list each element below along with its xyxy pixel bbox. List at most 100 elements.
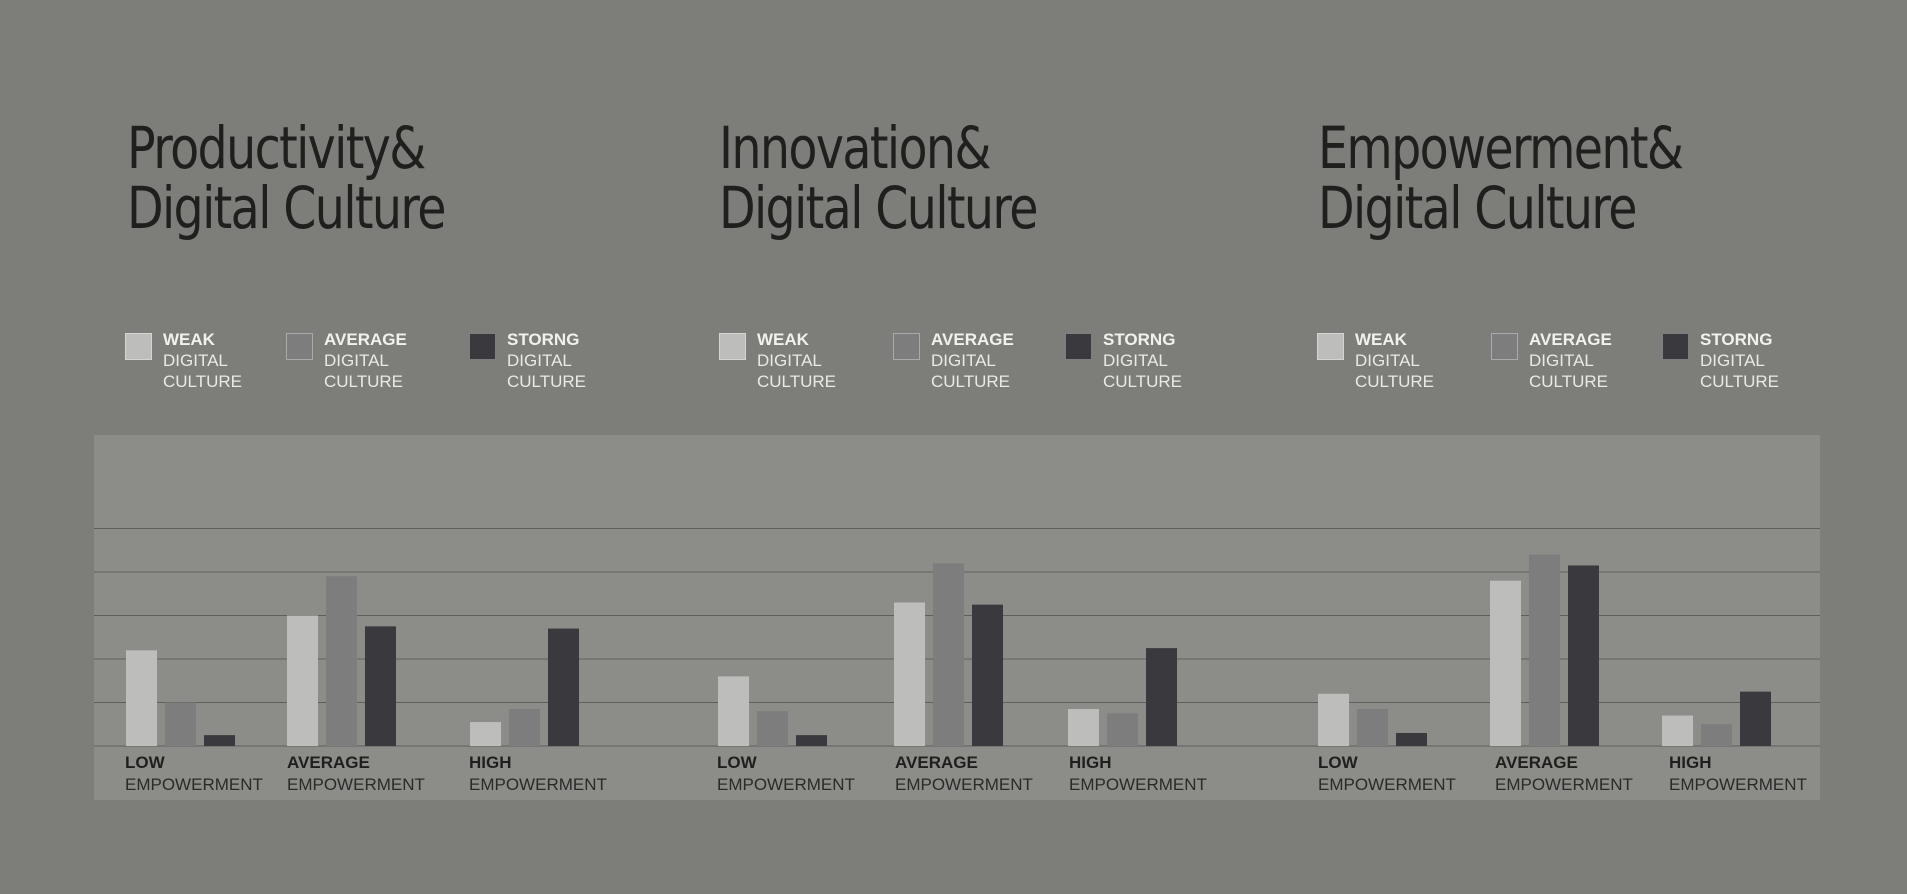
bar-strong <box>1740 691 1771 746</box>
legend-label: AVERAGE <box>931 330 1014 349</box>
chart-title: Productivity& Digital Culture <box>127 114 447 242</box>
bar-weak <box>718 676 749 746</box>
chart-title-line-1: Innovation& <box>719 114 991 182</box>
tick-label: EMPOWERMENT <box>125 775 263 794</box>
bar-strong <box>1146 648 1177 746</box>
legend-label: CULTURE <box>163 372 243 391</box>
bar-weak <box>1490 580 1521 746</box>
legend-label: CULTURE <box>1103 372 1183 391</box>
legend-label: DIGITAL <box>507 351 572 370</box>
tick-label: AVERAGE <box>895 753 978 772</box>
bar-average <box>1529 554 1560 746</box>
chart-title: Empowerment& Digital Culture <box>1318 114 1684 242</box>
category-label-low: LOW EMPOWERMENT <box>1318 752 1456 796</box>
tick-label: HIGH <box>1069 753 1112 772</box>
category-label-low: LOW EMPOWERMENT <box>125 752 263 796</box>
category-label-average: AVERAGE EMPOWERMENT <box>287 752 425 796</box>
bar-weak <box>1662 715 1693 746</box>
legend-label: CULTURE <box>507 372 587 391</box>
bar-strong <box>365 626 396 746</box>
chart-title-line-1: Productivity& <box>127 114 426 182</box>
bar-average <box>165 702 196 746</box>
bar-strong <box>796 735 827 746</box>
legend-label: CULTURE <box>1529 372 1609 391</box>
legend-label: STORNG <box>507 330 580 349</box>
legend-label: DIGITAL <box>1355 351 1420 370</box>
tick-label: HIGH <box>1669 753 1712 772</box>
legend-label: CULTURE <box>931 372 1011 391</box>
tick-label: HIGH <box>469 753 512 772</box>
bar-strong <box>548 628 579 746</box>
category-label-average: AVERAGE EMPOWERMENT <box>895 752 1033 796</box>
legend-label: WEAK <box>163 330 215 349</box>
bar-average <box>757 711 788 746</box>
category-label-low: LOW EMPOWERMENT <box>717 752 855 796</box>
legend-label: CULTURE <box>324 372 404 391</box>
bar-weak <box>126 650 157 746</box>
bar-average <box>933 563 964 746</box>
legend-label: AVERAGE <box>324 330 407 349</box>
bar-weak <box>1318 693 1349 746</box>
tick-label: AVERAGE <box>287 753 370 772</box>
tick-label: EMPOWERMENT <box>895 775 1033 794</box>
legend-swatch-strong <box>469 333 496 360</box>
legend-label: WEAK <box>1355 330 1407 349</box>
chart-title-line-1: Empowerment& <box>1318 114 1684 182</box>
chart-title-line-2: Digital Culture <box>719 174 1039 242</box>
bar-weak <box>894 602 925 746</box>
legend-label: DIGITAL <box>1529 351 1594 370</box>
legend-label: AVERAGE <box>1529 330 1612 349</box>
legend-label: STORNG <box>1700 330 1773 349</box>
legend-swatch-weak <box>125 333 152 360</box>
bar-strong <box>204 735 235 746</box>
tick-label: EMPOWERMENT <box>1495 775 1633 794</box>
chart-title: Innovation& Digital Culture <box>719 114 1039 242</box>
legend-swatch-average <box>893 333 920 360</box>
category-label-high: HIGH EMPOWERMENT <box>1669 752 1807 796</box>
legend-swatch-weak <box>1317 333 1344 360</box>
tick-label: LOW <box>1318 753 1358 772</box>
chart-title-line-2: Digital Culture <box>127 174 447 242</box>
bar-weak <box>470 722 501 746</box>
tick-label: AVERAGE <box>1495 753 1578 772</box>
legend-label: CULTURE <box>1355 372 1435 391</box>
legend-swatch-average <box>286 333 313 360</box>
bar-strong <box>1568 565 1599 746</box>
tick-label: EMPOWERMENT <box>469 775 607 794</box>
category-label-high: HIGH EMPOWERMENT <box>469 752 607 796</box>
tick-label: EMPOWERMENT <box>1069 775 1207 794</box>
tick-label: EMPOWERMENT <box>1318 775 1456 794</box>
legend-label: CULTURE <box>1700 372 1780 391</box>
bar-strong <box>1396 732 1427 746</box>
tick-label: EMPOWERMENT <box>1669 775 1807 794</box>
bar-average <box>1701 724 1732 746</box>
legend-swatch-strong <box>1065 333 1092 360</box>
tick-label: EMPOWERMENT <box>717 775 855 794</box>
bar-strong <box>972 604 1003 746</box>
legend-label: DIGITAL <box>163 351 228 370</box>
legend-label: DIGITAL <box>1700 351 1765 370</box>
legend-swatch-strong <box>1662 333 1689 360</box>
bar-weak <box>287 615 318 746</box>
legend-swatch-weak <box>719 333 746 360</box>
category-label-average: AVERAGE EMPOWERMENT <box>1495 752 1633 796</box>
legend-label: DIGITAL <box>931 351 996 370</box>
legend-label: DIGITAL <box>324 351 389 370</box>
bar-weak <box>1068 709 1099 746</box>
legend-label: STORNG <box>1103 330 1176 349</box>
bar-average <box>1357 709 1388 746</box>
legend-label: CULTURE <box>757 372 837 391</box>
legend-label: DIGITAL <box>1103 351 1168 370</box>
category-label-high: HIGH EMPOWERMENT <box>1069 752 1207 796</box>
legend-swatch-average <box>1491 333 1518 360</box>
bar-average <box>509 709 540 746</box>
chart-title-line-2: Digital Culture <box>1318 174 1638 242</box>
legend-label: WEAK <box>757 330 809 349</box>
tick-label: LOW <box>717 753 757 772</box>
bar-average <box>326 576 357 746</box>
legend-label: DIGITAL <box>757 351 822 370</box>
bar-average <box>1107 713 1138 746</box>
tick-label: LOW <box>125 753 165 772</box>
tick-label: EMPOWERMENT <box>287 775 425 794</box>
